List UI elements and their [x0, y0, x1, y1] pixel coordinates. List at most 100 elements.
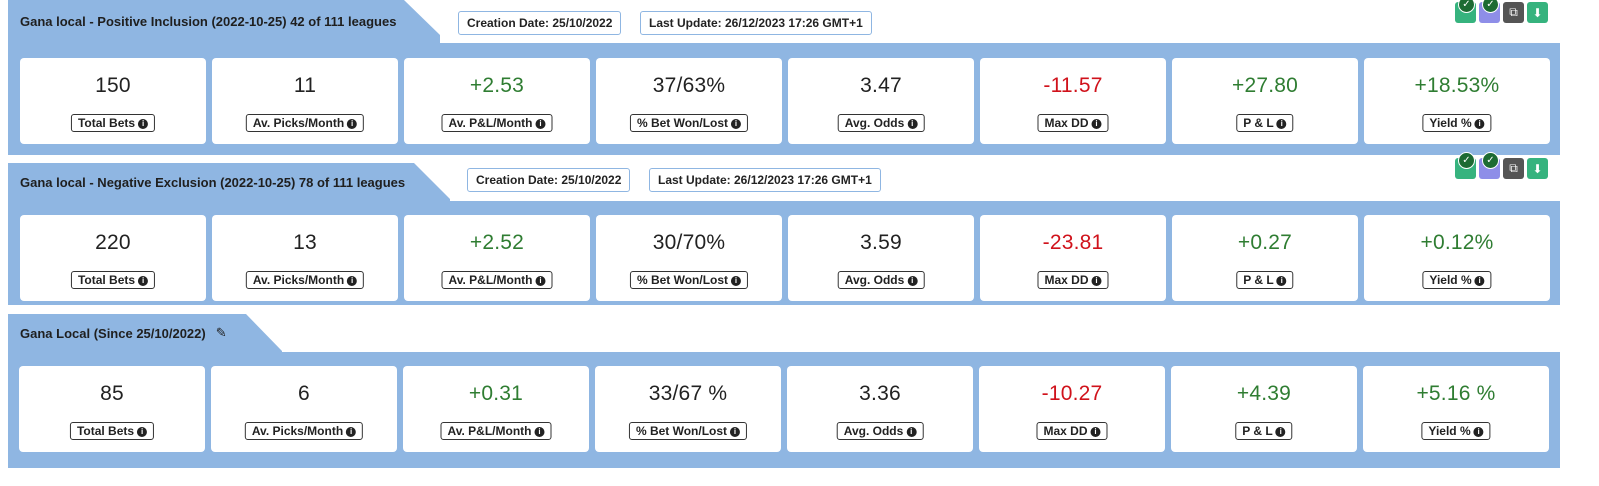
stat-label: Av. Picks/Month: [251, 424, 344, 438]
info-circle-icon: i: [137, 426, 148, 437]
stat-label-button[interactable]: Av. Picks/Month i: [245, 271, 365, 289]
stat-label-button[interactable]: Max DD i: [1036, 422, 1108, 440]
stat-card-total-bets: 150 Total Bets i: [20, 58, 206, 144]
stat-card-max-dd: -10.27 Max DD i: [979, 366, 1165, 452]
info-circle-icon: i: [1091, 275, 1102, 286]
stat-card-yield: +18.53% Yield % i: [1364, 58, 1550, 144]
info-circle-icon: i: [138, 275, 149, 286]
stat-card-picks-month: 13 Av. Picks/Month i: [212, 215, 398, 301]
toggle-check-button-2[interactable]: ✓: [1479, 0, 1500, 23]
info-circle-icon: i: [730, 426, 741, 437]
stat-label: Yield %: [1428, 424, 1471, 438]
info-circle-icon: i: [347, 275, 358, 286]
stat-label-button[interactable]: Total Bets i: [70, 114, 156, 132]
stat-card-avg-odds: 3.47 Avg. Odds i: [788, 58, 974, 144]
stat-value: +0.31: [468, 382, 524, 405]
stat-label: Max DD: [1044, 116, 1089, 130]
stat-card-pl-month: +2.52 Av. P&L/Month i: [404, 215, 590, 301]
section-title: Gana local - Positive Inclusion (2022-10…: [20, 14, 397, 29]
stat-label-button[interactable]: Yield % i: [1421, 422, 1491, 440]
stat-label-button[interactable]: Avg. Odds i: [836, 422, 924, 440]
stat-value: 11: [293, 74, 317, 97]
info-circle-icon: i: [906, 426, 917, 437]
stat-label-button[interactable]: Av. P&L/Month i: [440, 422, 552, 440]
stat-card-picks-month: 11 Av. Picks/Month i: [212, 58, 398, 144]
stat-label: Avg. Odds: [843, 424, 904, 438]
check-badge-icon: ✓: [1458, 152, 1475, 169]
stat-value: 150: [95, 74, 131, 97]
stat-label-button[interactable]: Av. Picks/Month i: [244, 422, 364, 440]
stat-label: P & L: [1243, 116, 1274, 130]
stat-card-avg-odds: 3.59 Avg. Odds i: [788, 215, 974, 301]
stat-label: Max DD: [1043, 424, 1088, 438]
stat-label: P & L: [1242, 424, 1273, 438]
stat-value: 6: [298, 382, 310, 405]
info-circle-icon: i: [1275, 426, 1286, 437]
stat-label-button[interactable]: Avg. Odds i: [837, 271, 925, 289]
stat-label-button[interactable]: Avg. Odds i: [837, 114, 925, 132]
copy-button[interactable]: ⧉: [1503, 2, 1524, 23]
stats-cards: 220 Total Bets i 13 Av. Picks/Month i +2.52 A…: [20, 215, 1550, 301]
section-title: Gana Local (Since 25/10/2022): [20, 325, 206, 341]
stat-value: 33/67 %: [648, 382, 728, 405]
stat-value: +18.53%: [1414, 74, 1500, 97]
stat-label-button[interactable]: Max DD i: [1037, 271, 1109, 289]
info-circle-icon: i: [534, 426, 545, 437]
toggle-check-button[interactable]: ✓: [1455, 0, 1476, 23]
stat-value: +5.16 %: [1416, 382, 1496, 405]
stat-label-button[interactable]: Yield % i: [1422, 271, 1492, 289]
stat-value: 13: [293, 231, 317, 254]
stat-card-avg-odds: 3.36 Avg. Odds i: [787, 366, 973, 452]
stat-value: +2.53: [469, 74, 525, 97]
section-title-tab: Gana local - Negative Exclusion (2022-10…: [8, 163, 450, 201]
stat-label: Avg. Odds: [844, 116, 905, 130]
copy-button[interactable]: ⧉: [1503, 158, 1524, 179]
info-circle-icon: i: [1276, 118, 1287, 129]
stat-label-button[interactable]: Av. P&L/Month i: [441, 271, 553, 289]
stat-value: +0.27: [1237, 231, 1293, 254]
toggle-check-button-2[interactable]: ✓: [1479, 152, 1500, 179]
stat-card-won-lost: 33/67 % % Bet Won/Lost i: [595, 366, 781, 452]
stat-label-button[interactable]: Total Bets i: [70, 271, 156, 289]
section-actions: ✓ ✓ ⧉ ⬇: [1455, 0, 1548, 23]
stat-card-max-dd: -23.81 Max DD i: [980, 215, 1166, 301]
toggle-check-button[interactable]: ✓: [1455, 152, 1476, 179]
stat-label-button[interactable]: % Bet Won/Lost i: [628, 422, 748, 440]
copy-icon: ⧉: [1509, 5, 1518, 19]
stat-label: % Bet Won/Lost: [636, 116, 729, 130]
info-circle-icon: i: [907, 275, 918, 286]
stat-value: 85: [100, 382, 124, 405]
creation-date: Creation Date: 25/10/2022: [467, 168, 631, 192]
stat-label-button[interactable]: Av. P&L/Month i: [441, 114, 553, 132]
stat-card-max-dd: -11.57 Max DD i: [980, 58, 1166, 144]
info-circle-icon: i: [535, 275, 546, 286]
stat-label: Total Bets: [77, 116, 136, 130]
stat-card-total-bets: 220 Total Bets i: [20, 215, 206, 301]
check-badge-icon: ✓: [1482, 0, 1499, 13]
section-title: Gana local - Negative Exclusion (2022-10…: [20, 174, 406, 190]
stat-card-pl-month: +2.53 Av. P&L/Month i: [404, 58, 590, 144]
stat-value: -23.81: [1042, 231, 1104, 254]
pencil-icon[interactable]: ✎: [215, 325, 227, 340]
info-circle-icon: i: [347, 118, 358, 129]
stat-label-button[interactable]: % Bet Won/Lost i: [629, 114, 749, 132]
stat-label-button[interactable]: Av. Picks/Month i: [245, 114, 365, 132]
stat-label-button[interactable]: % Bet Won/Lost i: [629, 271, 749, 289]
stat-label-button[interactable]: Yield % i: [1422, 114, 1492, 132]
stat-label-button[interactable]: Total Bets i: [69, 422, 155, 440]
stat-label: Av. P&L/Month: [448, 116, 533, 130]
stat-label-button[interactable]: Max DD i: [1037, 114, 1109, 132]
stat-label: Max DD: [1044, 273, 1089, 287]
download-icon: ⬇: [1532, 5, 1543, 20]
download-button[interactable]: ⬇: [1527, 158, 1548, 179]
info-circle-icon: i: [907, 118, 918, 129]
download-button[interactable]: ⬇: [1527, 2, 1548, 23]
info-circle-icon: i: [1474, 275, 1485, 286]
creation-date: Creation Date: 25/10/2022: [458, 11, 622, 35]
stat-label: Total Bets: [77, 273, 136, 287]
